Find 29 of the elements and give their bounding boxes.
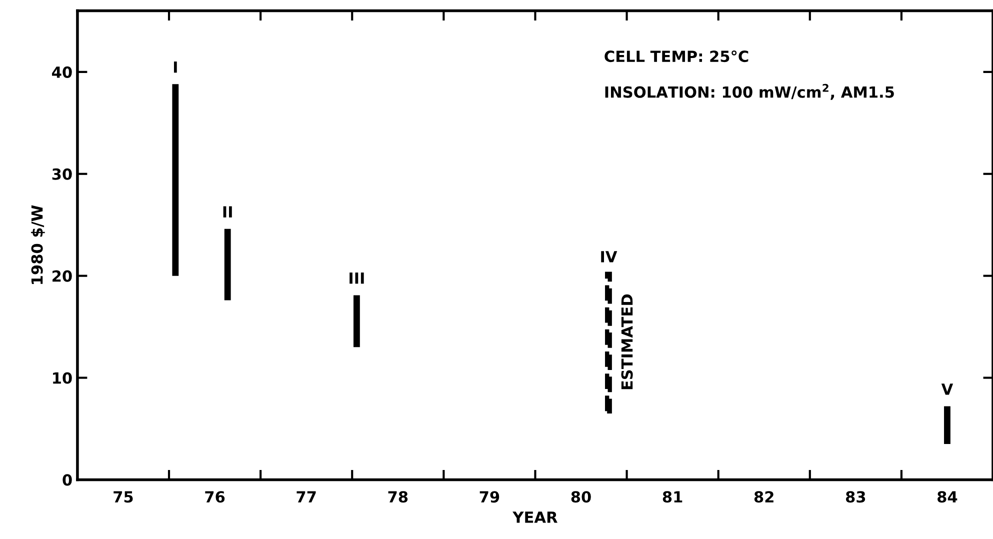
x-tick-label: 76 (205, 491, 225, 503)
x-tick-label: 77 (296, 491, 316, 502)
annotation: V (941, 384, 954, 395)
y-tick-label: 0 (62, 474, 72, 486)
bar (172, 84, 179, 276)
x-tick-label: 84 (938, 491, 958, 503)
annotation: INSOLATION: 100 mW/cm$^{2}$, AM1.5 (605, 84, 894, 100)
y-tick-label: 40 (52, 66, 72, 78)
bar (353, 295, 360, 348)
bar (944, 406, 950, 444)
annotation: II (223, 206, 232, 218)
annotation: III (350, 272, 364, 284)
annotation: IV (601, 251, 618, 262)
y-tick-label: 30 (52, 168, 72, 180)
x-tick-label: 80 (571, 491, 591, 503)
x-tick-label: 83 (846, 491, 866, 503)
annotation: ESTIMATED (621, 294, 633, 390)
x-tick-label: 78 (388, 491, 408, 503)
annotation: CELL TEMP: 25°C (604, 50, 748, 62)
x-axis-title: YEAR (512, 512, 558, 523)
x-tick-label: 75 (114, 491, 133, 503)
y-tick-label: 20 (52, 270, 72, 282)
x-tick-label: 82 (754, 491, 774, 503)
bar (224, 228, 231, 300)
y-axis-title: 1980 $/W (30, 205, 45, 284)
x-tick-label: 81 (662, 491, 682, 503)
annotation: I (174, 62, 177, 73)
y-tick-label: 10 (53, 372, 72, 384)
x-tick-label: 79 (480, 491, 500, 503)
